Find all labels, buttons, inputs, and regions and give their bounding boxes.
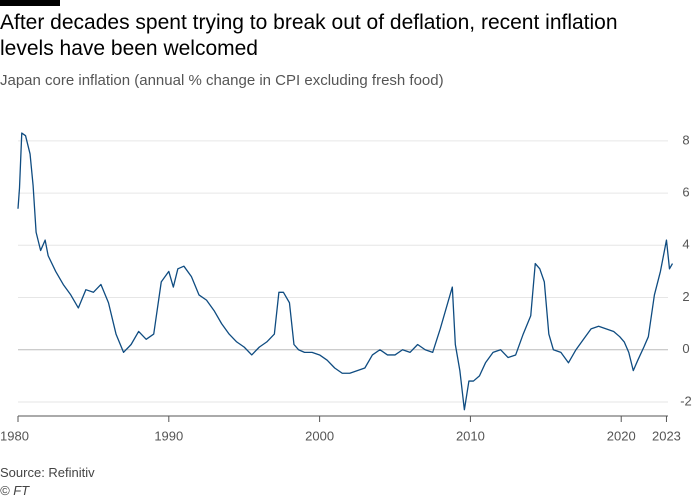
x-tick-label: 2023 [652,428,681,443]
data-line [17,132,674,411]
chart-subtitle: Japan core inflation (annual % change in… [0,72,444,89]
x-tick-label: 2000 [305,428,334,443]
source: Source: Refinitiv [0,465,95,480]
y-tick-label: 4 [682,237,689,252]
x-tick-label: 1980 [0,428,29,443]
chart: -2 0 2 4 6 8 1980 1990 2000 2010 2020 2023 [0,132,692,443]
y-tick-label: 0 [682,341,689,356]
chart-title: After decades spent trying to break out … [0,11,618,60]
credit: © FT [0,483,30,498]
brand-bar [0,0,60,6]
y-tick-label: 2 [682,289,689,304]
x-tick-label: 1990 [154,428,183,443]
x-tick-label: 2010 [456,428,485,443]
y-tick-label: -2 [680,393,692,408]
y-tick-label: 6 [682,185,689,200]
y-tick-label: 8 [682,132,689,147]
x-tick-label: 2020 [607,428,636,443]
